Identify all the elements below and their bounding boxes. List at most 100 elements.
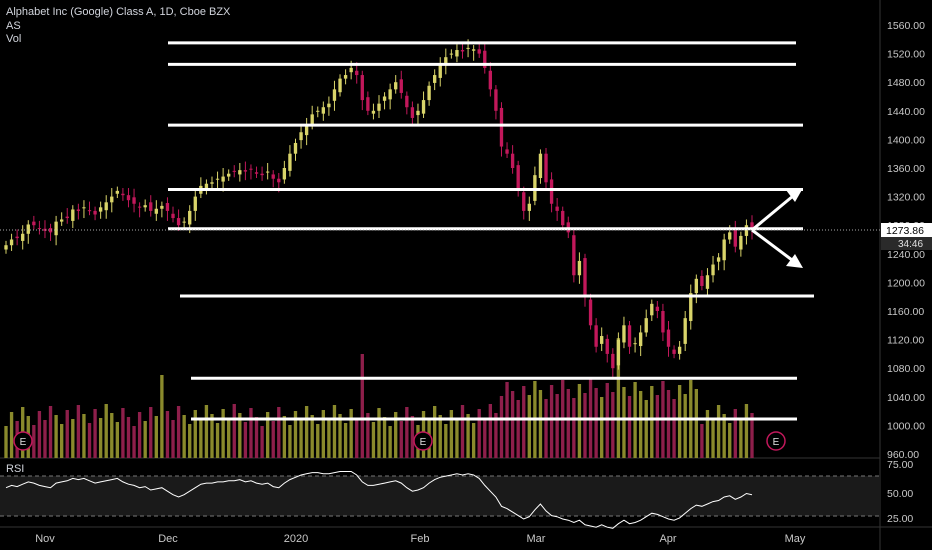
volume-bar	[215, 423, 220, 458]
candle-body	[349, 67, 353, 73]
volume-bar	[394, 412, 398, 458]
volume-bar	[115, 422, 120, 458]
price-tick-label: 1200.00	[887, 277, 925, 289]
candle-body	[71, 209, 75, 221]
candle-body	[254, 172, 259, 174]
svg-text:E: E	[20, 437, 27, 448]
volume-bar	[494, 413, 498, 458]
volume-bar	[249, 408, 253, 458]
volume-bar	[254, 417, 259, 458]
chart-title: Alphabet Inc (Google) Class A, 1D, Cboe …	[6, 6, 231, 18]
price-tick-label: 1480.00	[887, 77, 925, 89]
candle-body	[204, 183, 209, 189]
volume-bar	[182, 415, 186, 458]
candle-body	[215, 178, 220, 180]
volume-bar	[165, 411, 170, 458]
candle-body	[549, 179, 554, 204]
candle-body	[98, 207, 103, 212]
candle-body	[588, 299, 593, 326]
candle-body	[82, 207, 86, 209]
support-resistance-lines[interactable]	[168, 41, 814, 421]
volume-bar	[683, 394, 687, 458]
candle-body	[577, 260, 582, 276]
candle-body	[638, 332, 643, 347]
volume-bar	[321, 410, 325, 458]
candle-body	[37, 228, 42, 230]
volume-bar	[137, 412, 142, 458]
candle-body	[455, 50, 459, 57]
rsi-label[interactable]: RSI	[6, 463, 25, 475]
candle-body	[282, 168, 287, 180]
volume-bar	[360, 354, 364, 458]
candle-body	[121, 193, 125, 196]
time-tick-label: Feb	[411, 533, 430, 545]
volume-bar	[243, 422, 248, 458]
candle-body	[221, 176, 225, 182]
volume-bar	[622, 387, 626, 458]
candle-body	[583, 258, 587, 297]
volume-bar	[4, 426, 8, 458]
projection-arrows[interactable]	[751, 188, 803, 268]
volume-bar	[377, 408, 381, 458]
candle-body	[9, 239, 14, 246]
volume-bar	[232, 404, 236, 458]
earnings-marker[interactable]: E	[413, 431, 433, 451]
volume-bar	[355, 418, 359, 458]
volume-bar	[677, 385, 682, 458]
volume-bar	[126, 417, 131, 458]
svg-text:E: E	[420, 437, 427, 448]
volume-bar	[555, 394, 559, 458]
candle-body	[143, 205, 147, 208]
earnings-marker[interactable]: E	[13, 431, 33, 451]
candle-body	[711, 264, 715, 276]
candle-body	[416, 110, 420, 116]
earnings-marker[interactable]: E	[766, 431, 786, 451]
volume-bar	[193, 410, 197, 458]
volume-bar	[527, 395, 531, 458]
volume-bar	[644, 400, 648, 458]
indicator-label-as[interactable]: AS	[6, 20, 21, 32]
candle-body	[561, 210, 565, 226]
volume-bar	[338, 414, 342, 458]
volume-bar	[605, 383, 609, 458]
rsi-tick-label: 25.00	[887, 513, 913, 525]
candle-body	[605, 338, 609, 354]
candle-body	[466, 47, 470, 49]
candle-body	[243, 170, 248, 172]
volume-bar	[332, 405, 337, 458]
candle-body	[499, 107, 504, 147]
volume-bar	[711, 419, 715, 458]
volume-bar	[32, 425, 36, 458]
candle-body	[538, 153, 543, 179]
candle-body	[650, 303, 654, 316]
candle-body	[728, 232, 732, 240]
candle-body	[193, 196, 197, 211]
volume-bar	[9, 412, 14, 458]
candle-body	[382, 96, 387, 101]
rsi-tick-label: 75.00	[887, 459, 913, 471]
candle-body	[227, 173, 231, 177]
candle-body	[304, 125, 309, 136]
volume-bar	[460, 405, 465, 458]
candle-body	[616, 339, 621, 366]
candle-body	[522, 192, 526, 211]
candle-body	[65, 216, 69, 219]
candle-body	[666, 329, 671, 347]
candle-body	[110, 196, 114, 203]
volume-bar	[304, 406, 309, 458]
candle-body	[293, 142, 298, 154]
candle-body	[182, 221, 186, 223]
candle-body	[644, 318, 648, 333]
volume-bar	[310, 415, 314, 458]
indicator-label-vol[interactable]: Vol	[6, 33, 22, 45]
volume-bar	[477, 409, 481, 458]
rsi-tick-label: 50.00	[887, 488, 913, 500]
candle-body	[371, 110, 376, 114]
candle-body	[154, 208, 158, 214]
price-tick-label: 1560.00	[887, 20, 925, 32]
time-axis[interactable]: Nov Dec 2020 Feb Mar Apr May	[35, 533, 806, 545]
volume-bar	[71, 419, 75, 458]
volume-bar	[37, 411, 42, 458]
volume-bar	[210, 414, 214, 458]
